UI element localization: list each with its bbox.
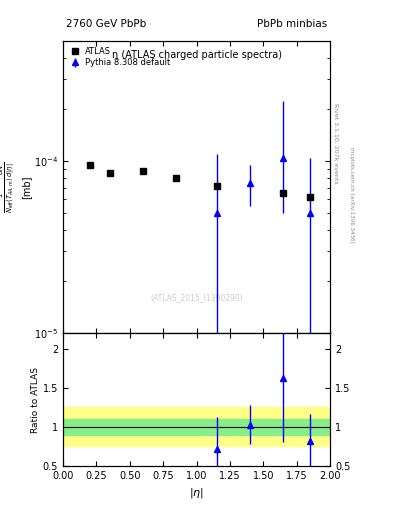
Text: (ATLAS_2015_I1390290): (ATLAS_2015_I1390290) xyxy=(150,293,243,303)
Text: η (ATLAS charged particle spectra): η (ATLAS charged particle spectra) xyxy=(112,50,281,60)
ATLAS xyxy=(87,162,92,168)
Text: 2760 GeV PbPb: 2760 GeV PbPb xyxy=(66,19,146,29)
Line: ATLAS: ATLAS xyxy=(86,161,314,200)
Text: Rivet 3.1.10, 207k events: Rivet 3.1.10, 207k events xyxy=(334,103,338,184)
Legend: ATLAS, Pythia 8.308 default: ATLAS, Pythia 8.308 default xyxy=(67,45,171,69)
ATLAS xyxy=(174,175,179,181)
Y-axis label: Ratio to ATLAS: Ratio to ATLAS xyxy=(31,367,40,433)
Bar xyxy=(63,408,330,446)
ATLAS xyxy=(281,190,286,197)
ATLAS xyxy=(214,183,219,189)
ATLAS xyxy=(141,167,145,174)
Text: mcplots.cern.ch [arXiv:1306.3436]: mcplots.cern.ch [arXiv:1306.3436] xyxy=(349,147,354,242)
Text: PbPb minbias: PbPb minbias xyxy=(257,19,327,29)
ATLAS xyxy=(308,194,312,200)
Y-axis label: $\frac{1}{N_\mathrm{eff}\langle T_{AA,m}\rangle}\frac{dN}{d|\eta|}$
[mb]: $\frac{1}{N_\mathrm{eff}\langle T_{AA,m}… xyxy=(0,161,31,213)
Bar xyxy=(63,419,330,435)
X-axis label: $|\eta|$: $|\eta|$ xyxy=(189,486,204,500)
ATLAS xyxy=(107,170,112,176)
